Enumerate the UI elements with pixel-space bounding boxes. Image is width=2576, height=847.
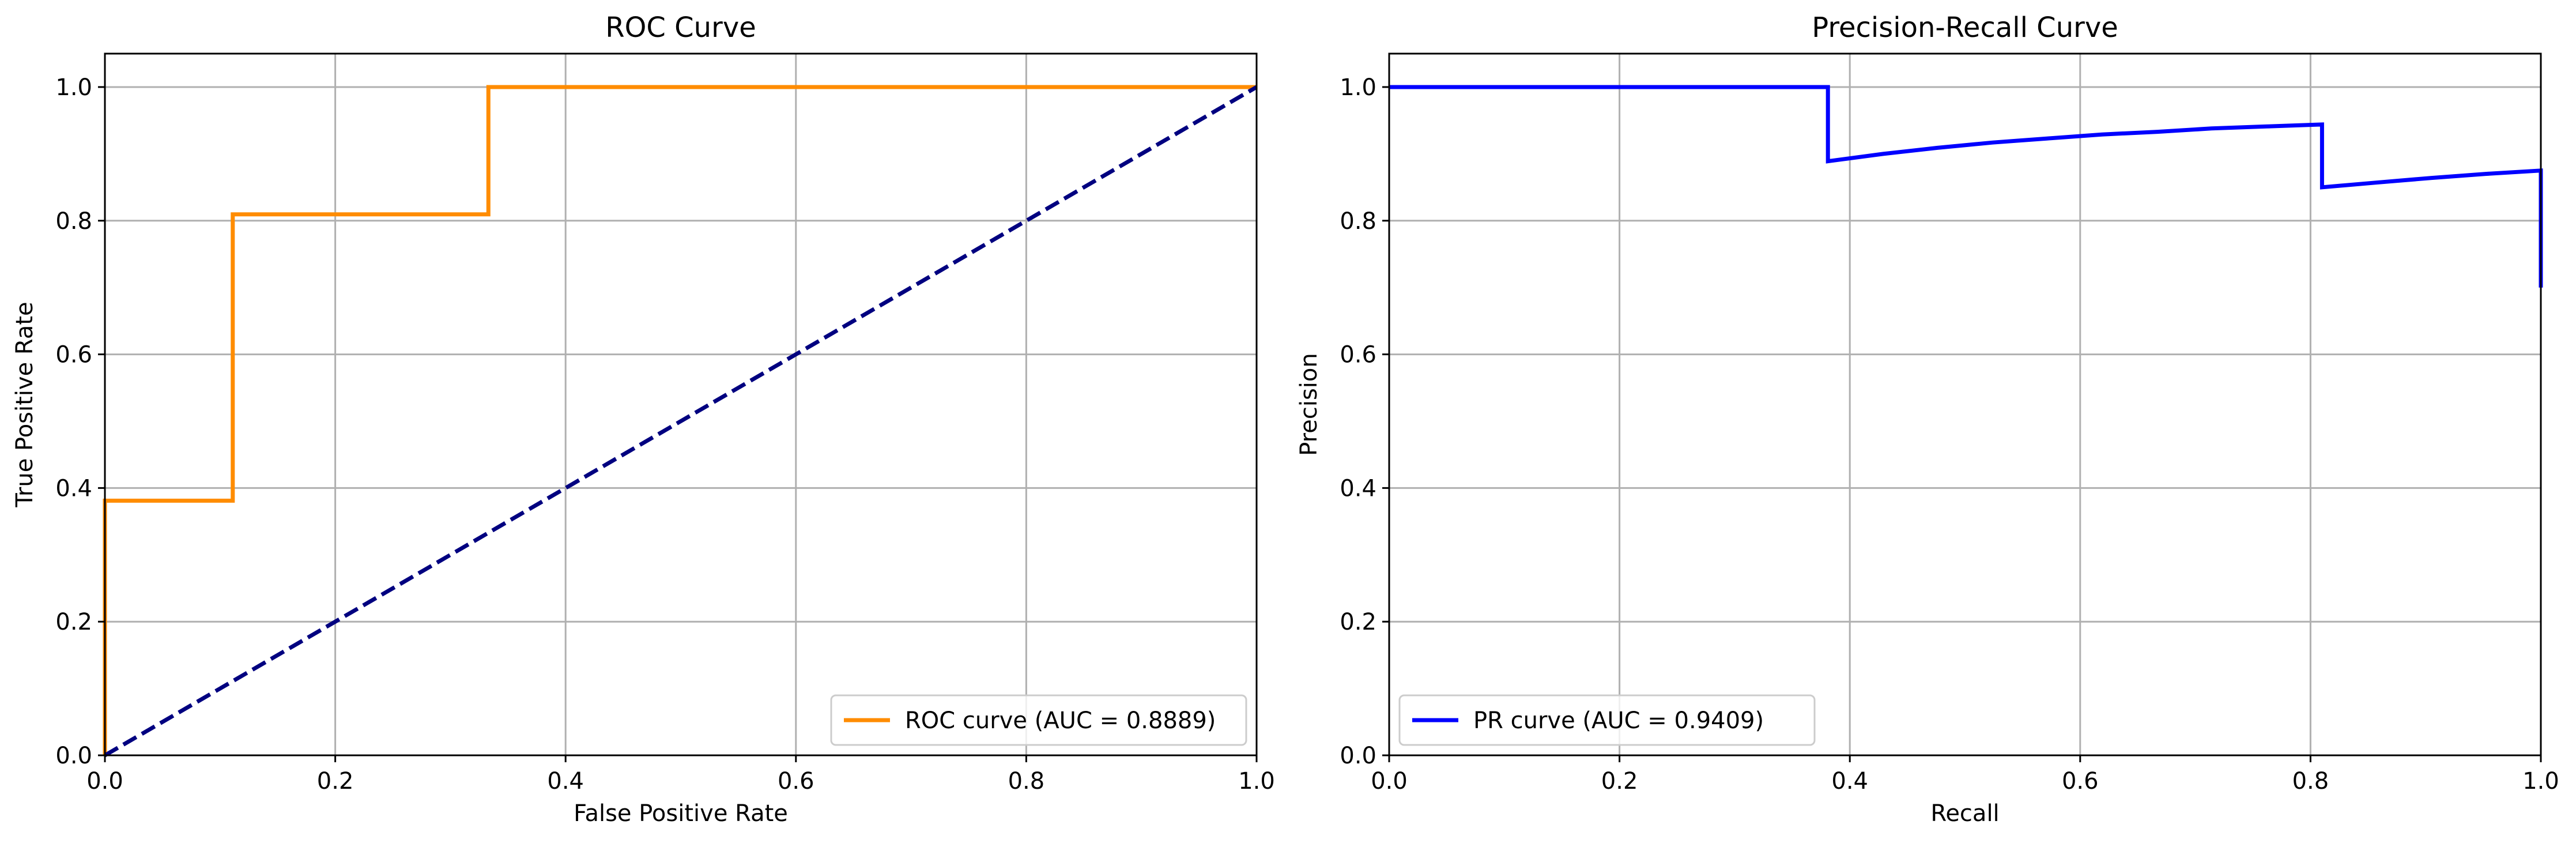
y-tick-label: 0.4 [1340, 475, 1376, 502]
pr-axes-frame [1388, 52, 2542, 756]
y-tick-label: 0.6 [1340, 342, 1376, 368]
pr-y-axis-label: Precision [1296, 353, 1322, 456]
pr-chart-title: Precision-Recall Curve [1812, 12, 2118, 44]
y-tick-label: 0.6 [55, 342, 92, 368]
x-tick-label: 0.0 [1371, 768, 1408, 795]
pr-series-line [1389, 85, 2543, 288]
x-tick-label: 0.8 [1008, 768, 1045, 795]
x-tick-label: 0.2 [1601, 768, 1638, 795]
roc-x-axis-label: False Positive Rate [574, 800, 788, 827]
x-tick-label: 0.2 [317, 768, 354, 795]
roc-y-axis-label: True Positive Rate [12, 302, 38, 507]
y-tick-label: 0.4 [55, 475, 92, 502]
y-tick-label: 1.0 [1340, 74, 1376, 101]
x-tick-label: 1.0 [2522, 768, 2559, 795]
x-tick-label: 0.6 [2062, 768, 2099, 795]
precision-recall-chart: 0.0 0.2 0.4 0.6 0.8 1.0 0.0 0.2 0.4 0.6 0.8 1.0 Prec… [1296, 12, 2559, 827]
y-tick-label: 0.8 [1340, 208, 1376, 235]
roc-chart: 0.0 0.2 0.4 0.6 0.8 1.0 0.0 0.2 0.4 0.6 0.8 1.0 ROC … [12, 12, 1275, 827]
x-tick-label: 0.6 [778, 768, 814, 795]
y-tick-label: 0.2 [1340, 609, 1376, 635]
x-tick-label: 0.0 [86, 768, 123, 795]
y-tick-label: 0.0 [1340, 743, 1376, 769]
pr-x-axis-label: Recall [1930, 800, 1999, 827]
roc-diagonal-reference-line [104, 85, 1258, 758]
roc-chart-title: ROC Curve [605, 12, 756, 44]
legend-label: PR curve (AUC = 0.9409) [1473, 707, 1764, 734]
y-tick-label: 0.8 [55, 208, 92, 235]
roc-axes-frame [104, 52, 1258, 756]
roc-legend: ROC curve (AUC = 0.8889) [830, 694, 1247, 746]
x-tick-label: 0.4 [1831, 768, 1868, 795]
y-tick-label: 0.2 [55, 609, 92, 635]
x-tick-label: 0.4 [547, 768, 584, 795]
legend-box [1398, 694, 1816, 746]
x-tick-label: 1.0 [1238, 768, 1275, 795]
x-tick-label: 0.8 [2292, 768, 2329, 795]
pr-legend: PR curve (AUC = 0.9409) [1398, 694, 1816, 746]
y-tick-label: 1.0 [55, 74, 92, 101]
y-tick-label: 0.0 [55, 743, 92, 769]
legend-box [830, 694, 1247, 746]
legend-label: ROC curve (AUC = 0.8889) [905, 707, 1216, 734]
